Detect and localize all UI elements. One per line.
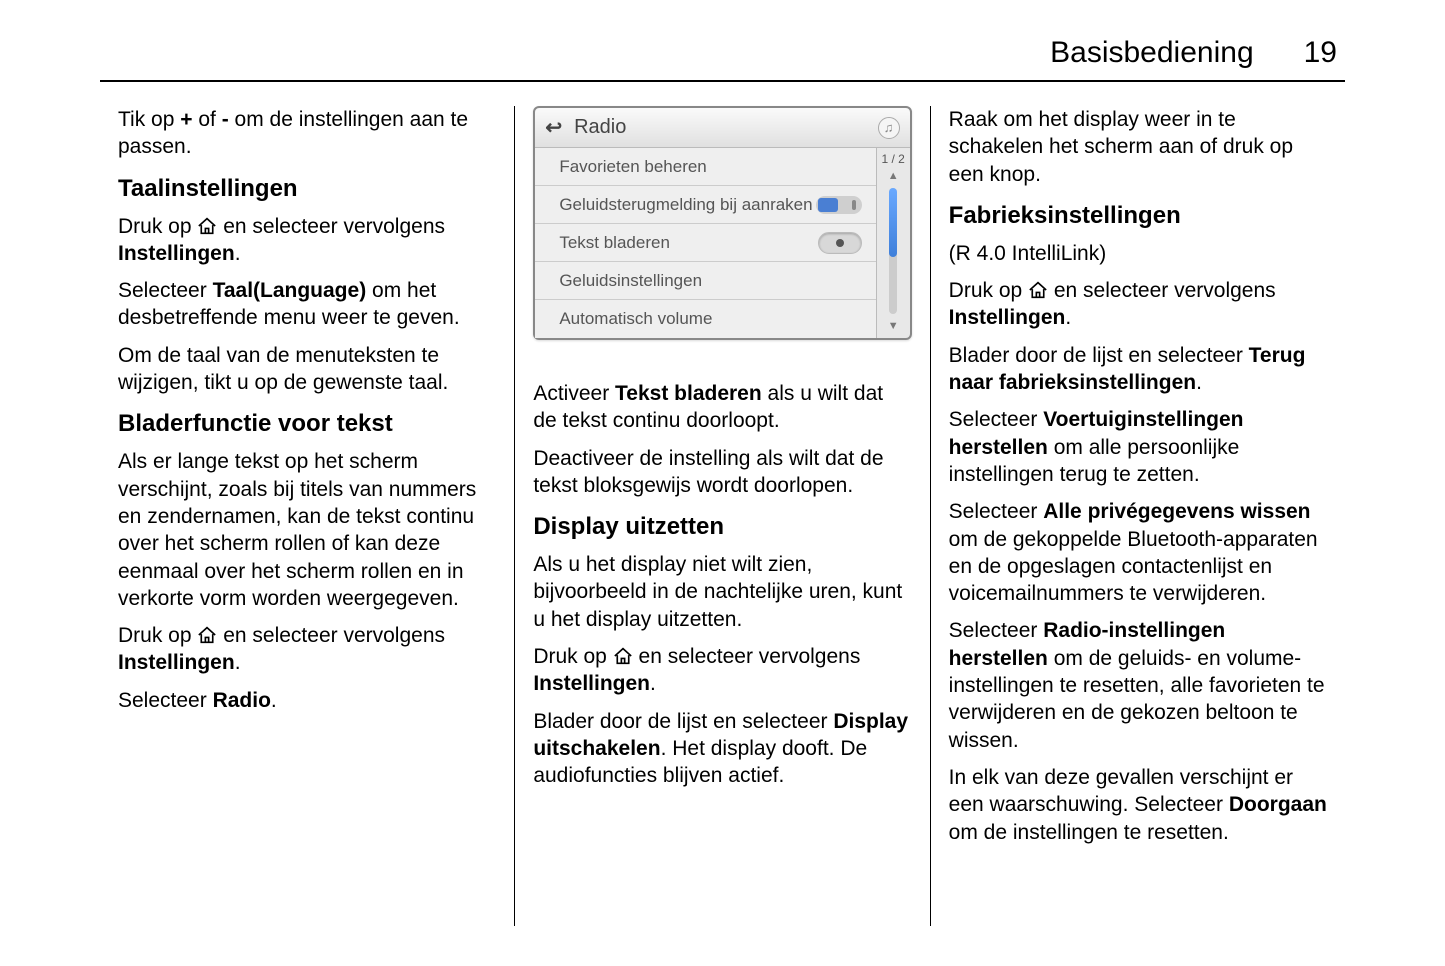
text: Druk op (949, 279, 1028, 302)
scrollbar[interactable] (889, 188, 897, 314)
text: Druk op (118, 215, 197, 238)
text: Tik op (118, 108, 180, 131)
c1-h1: Taalinstellingen (118, 175, 496, 203)
radio-row-favorites[interactable]: Favorieten beheren (535, 148, 875, 186)
minus-label: - (222, 108, 229, 131)
text: en selecteer vervolgens (633, 645, 861, 668)
text: . (650, 672, 656, 695)
text: en selecteer vervolgens (1048, 279, 1276, 302)
text: Blader door de lijst en selecteer (533, 710, 833, 733)
text: Druk op (118, 624, 197, 647)
page-indicator: 1 / 2 (881, 152, 904, 166)
radio-row-auto-volume[interactable]: Automatisch volume (535, 300, 875, 338)
radio-dot (836, 239, 844, 247)
bold: Instellingen (118, 242, 235, 265)
c1-p1: Tik op + of - om de instellingen aan te … (118, 106, 496, 161)
page: Basisbediening 19 Tik op + of - om de in… (0, 0, 1445, 966)
text: Druk op (533, 645, 612, 668)
text: en selecteer vervolgens (217, 215, 445, 238)
radio-header: ↩ Radio ♫ (535, 108, 909, 148)
bold: Doorgaan (1229, 793, 1327, 816)
text: . (235, 651, 241, 674)
row-label: Automatisch volume (559, 309, 861, 329)
bold: Taal(Language) (213, 279, 367, 302)
c3-p1: Raak om het display weer in te schakelen… (949, 106, 1327, 188)
c3-p4: Blader door de lijst en selecteer Terug … (949, 342, 1327, 397)
bold: Alle privégegevens wissen (1043, 500, 1310, 523)
plus-label: + (180, 108, 192, 131)
radio-row-sound-settings[interactable]: Geluidsinstellingen (535, 262, 875, 300)
column-3: Raak om het display weer in te schakelen… (930, 106, 1345, 926)
radio-button[interactable] (818, 232, 862, 254)
column-2: ↩ Radio ♫ Favorieten beheren Geluidsteru… (514, 106, 929, 926)
c1-p7: Selecteer Radio. (118, 687, 496, 714)
back-icon[interactable]: ↩ (545, 115, 562, 140)
row-label: Geluidsterugmelding bij aanraken (559, 195, 815, 215)
home-icon (197, 215, 217, 233)
text: Selecteer (118, 689, 213, 712)
columns: Tik op + of - om de instellingen aan te … (100, 106, 1345, 926)
c1-p2: Druk op en selecteer vervolgens Instelli… (118, 213, 496, 268)
radio-scroll-column: 1 / 2 ▲ ▼ (876, 148, 910, 338)
text: Blader door de lijst en selecteer (949, 344, 1249, 367)
bold: Instellingen (949, 306, 1066, 329)
c2-p2: Deactiveer de instelling als wilt dat de… (533, 445, 911, 500)
radio-row-sound-feedback[interactable]: Geluidsterugmelding bij aanraken (535, 186, 875, 224)
c2-p1: Activeer Tekst bladeren als u wilt dat d… (533, 380, 911, 435)
text: . (235, 242, 241, 265)
bold: Instellingen (533, 672, 650, 695)
c3-p5: Selecteer Voertuiginstellingen herstelle… (949, 406, 1327, 488)
c2-p5: Blader door de lijst en selecteer Displa… (533, 708, 911, 790)
text: Activeer (533, 382, 615, 405)
scroll-down-icon[interactable]: ▼ (888, 318, 899, 334)
page-number: 19 (1304, 36, 1337, 70)
radio-row-text-scroll[interactable]: Tekst bladeren (535, 224, 875, 262)
text: Selecteer (118, 279, 213, 302)
toggle-switch[interactable] (816, 196, 862, 214)
page-header: Basisbediening 19 (100, 36, 1345, 70)
c2-p3: Als u het display niet wilt zien, bijvoo… (533, 551, 911, 633)
c1-p6: Druk op en selecteer vervolgens Instelli… (118, 622, 496, 677)
c3-p2: (R 4.0 IntelliLink) (949, 240, 1327, 267)
radio-body: Favorieten beheren Geluidsterugmelding b… (535, 148, 909, 338)
home-icon (1028, 279, 1048, 297)
c2-h1: Display uitzetten (533, 513, 911, 541)
header-rule (100, 80, 1345, 82)
row-label: Geluidsinstellingen (559, 271, 861, 291)
c3-p6: Selecteer Alle privégegevens wissen om d… (949, 498, 1327, 607)
radio-list: Favorieten beheren Geluidsterugmelding b… (535, 148, 875, 338)
text: om de instellingen te resetten. (949, 821, 1229, 844)
text: . (271, 689, 277, 712)
row-label: Tekst bladeren (559, 233, 817, 253)
scroll-up-icon[interactable]: ▲ (888, 168, 899, 184)
text: en selecteer vervolgens (217, 624, 445, 647)
home-icon (197, 624, 217, 642)
c1-h2: Bladerfunctie voor tekst (118, 410, 496, 438)
c3-p7: Selecteer Radio-instellingen herstellen … (949, 617, 1327, 753)
c2-p4: Druk op en selecteer vervolgens Instelli… (533, 643, 911, 698)
text: Selecteer (949, 619, 1044, 642)
radio-settings-panel: ↩ Radio ♫ Favorieten beheren Geluidsteru… (533, 106, 911, 340)
bold: Instellingen (118, 651, 235, 674)
radio-title: Radio (574, 116, 878, 139)
home-icon (613, 645, 633, 663)
text: . (1065, 306, 1071, 329)
text: om de gekoppelde Bluetooth-apparaten en … (949, 528, 1318, 606)
text: of (193, 108, 222, 131)
column-1: Tik op + of - om de instellingen aan te … (100, 106, 514, 926)
bold: Tekst bladeren (615, 382, 762, 405)
c3-p3: Druk op en selecteer vervolgens Instelli… (949, 277, 1327, 332)
c1-p4: Om de taal van de menuteksten te wijzige… (118, 342, 496, 397)
music-icon[interactable]: ♫ (878, 117, 900, 139)
text: . (1196, 371, 1202, 394)
bold: Radio (213, 689, 271, 712)
c3-p8: In elk van deze gevallen verschijnt er e… (949, 764, 1327, 846)
c1-p3: Selecteer Taal(Language) om het desbetre… (118, 277, 496, 332)
c1-p5: Als er lange tekst op het scherm verschi… (118, 448, 496, 612)
c3-h1: Fabrieksinstellingen (949, 202, 1327, 230)
header-title: Basisbediening (1050, 36, 1253, 70)
text: Selecteer (949, 500, 1044, 523)
text: Selecteer (949, 408, 1044, 431)
row-label: Favorieten beheren (559, 157, 861, 177)
